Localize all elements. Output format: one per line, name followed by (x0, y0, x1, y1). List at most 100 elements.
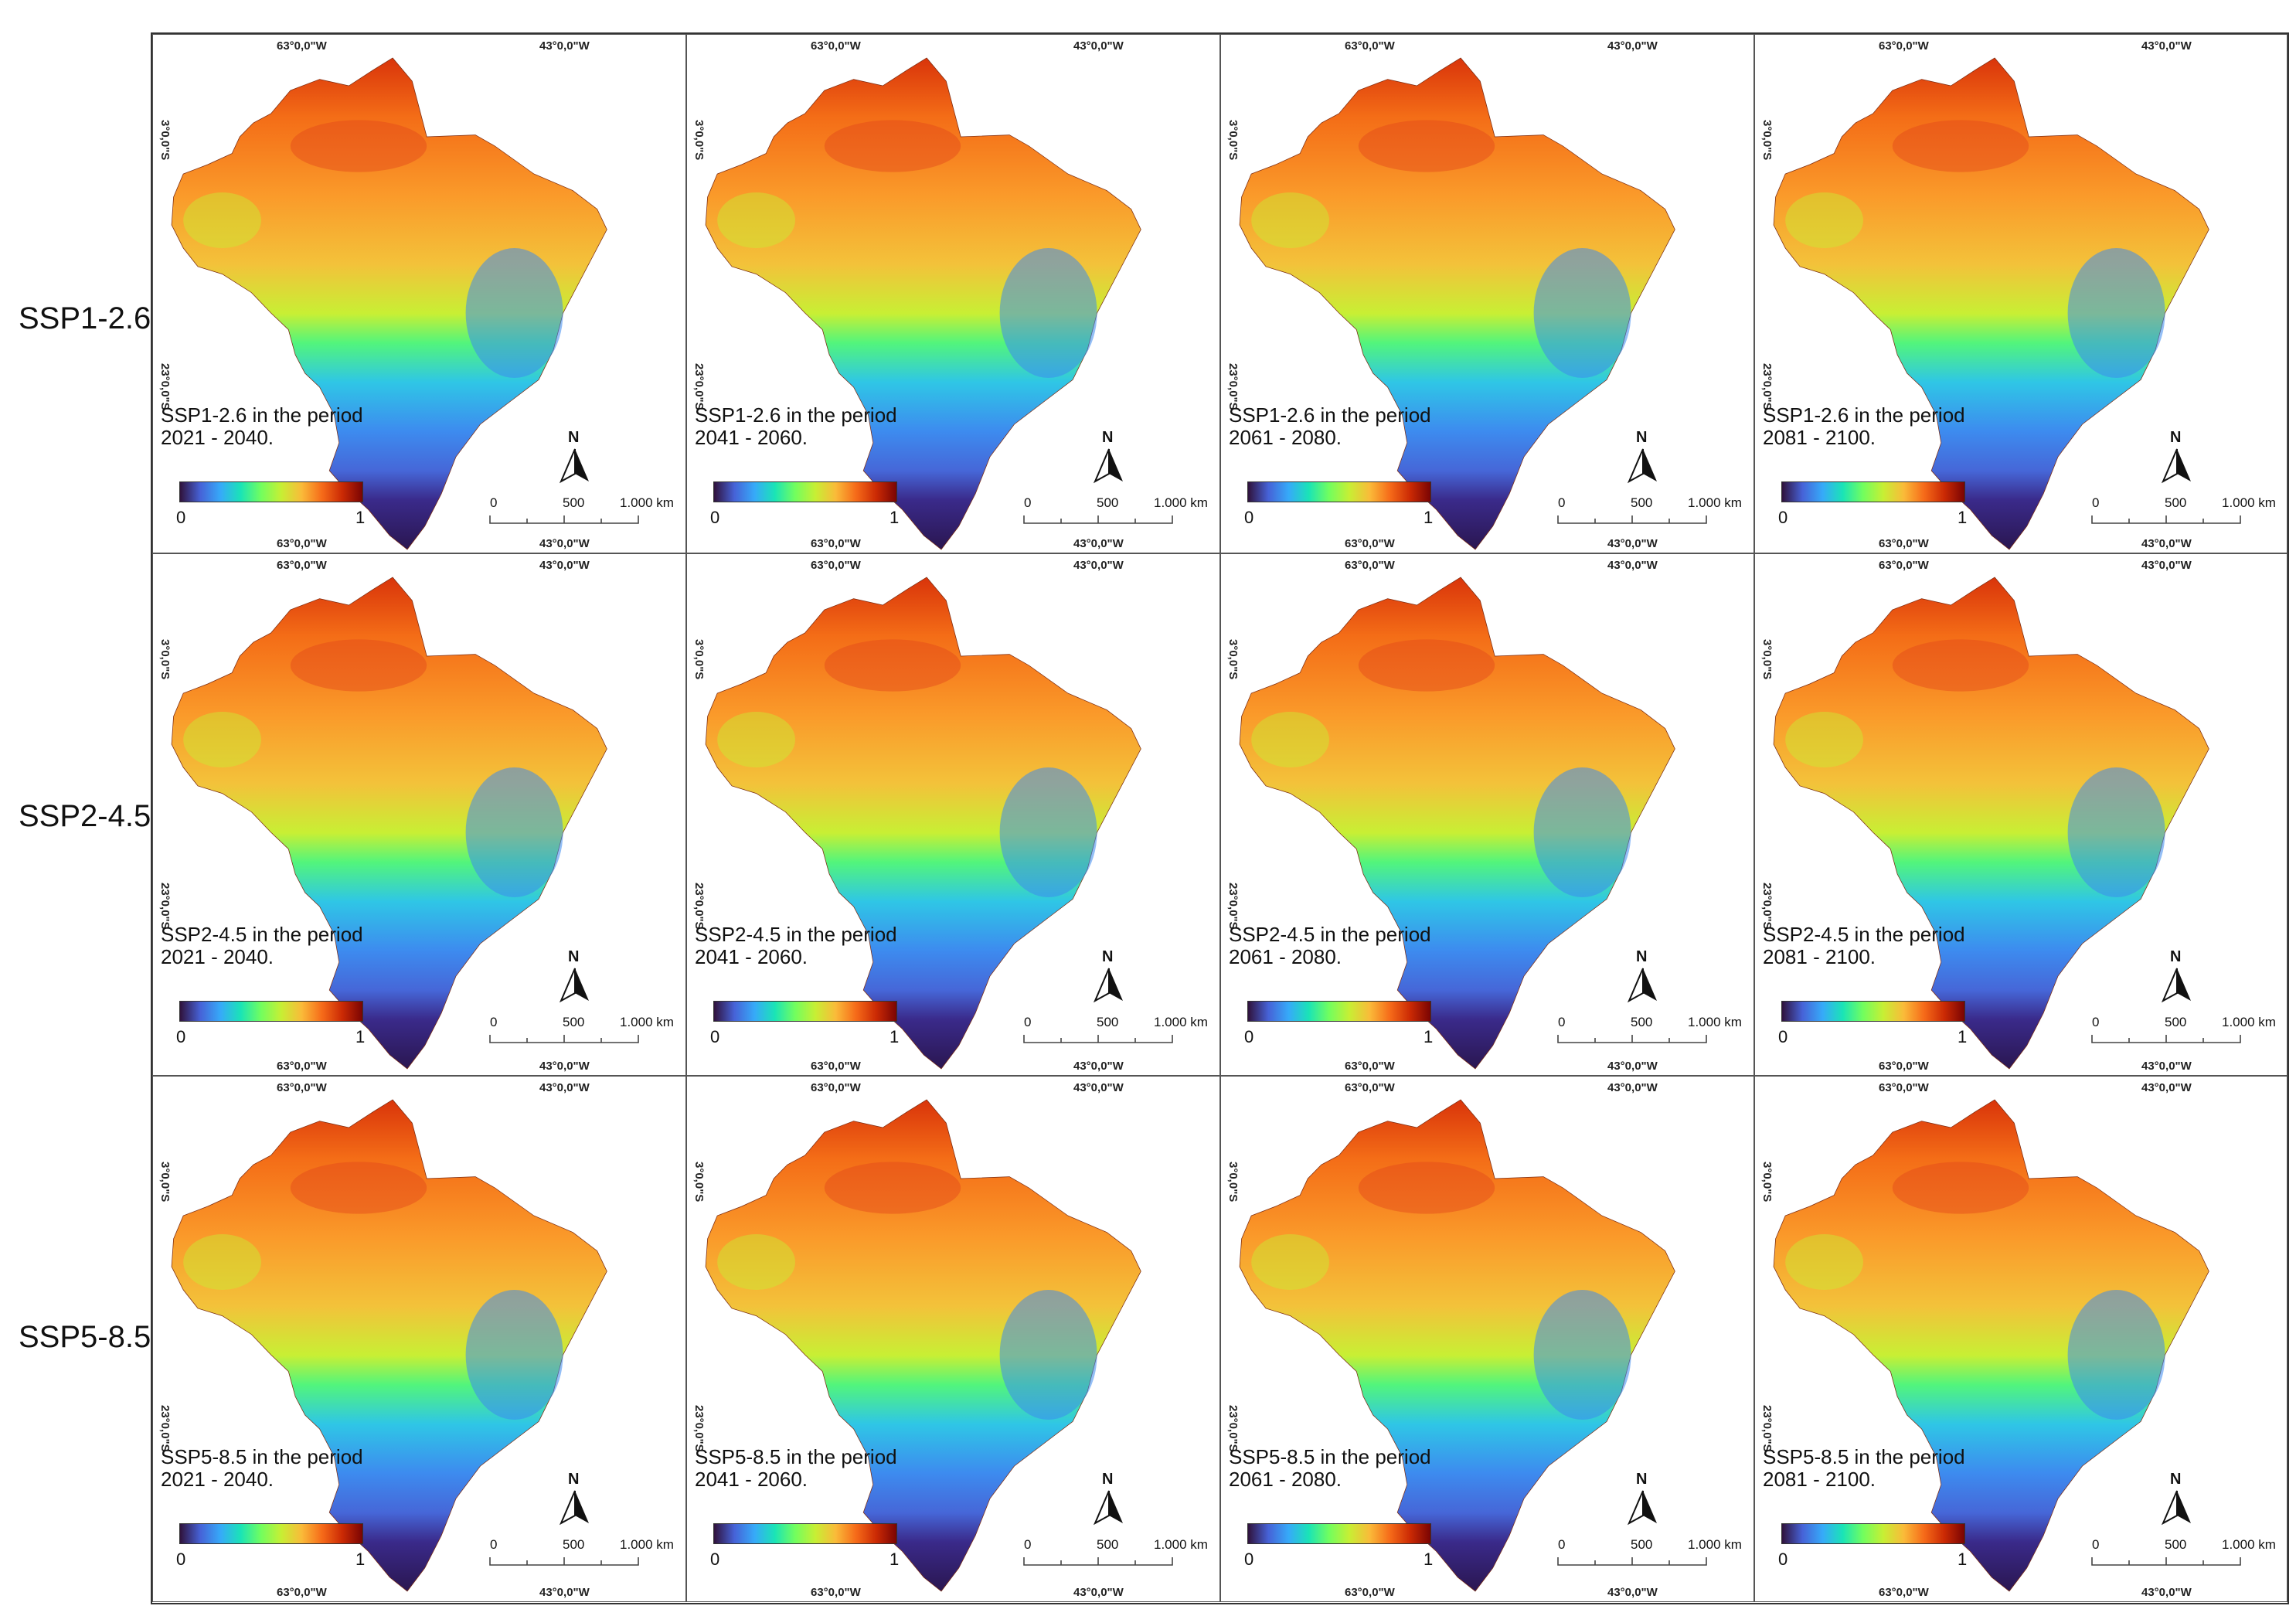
north-arrow-icon (1627, 448, 1657, 484)
colorbar (713, 1001, 897, 1022)
map-panel: 63°0,0"W 43°0,0"W 63°0,0"W 43°0,0"W 3°0,0"S 2… (686, 1076, 1220, 1602)
country-shape (1773, 577, 2209, 1070)
country-shape (171, 57, 607, 550)
brazil-map (171, 1099, 607, 1592)
scale-label-zero: 0 (2092, 1015, 2100, 1029)
colorbar-max-label: 1 (355, 1027, 366, 1046)
scale-label-1000: 1.000 km (1688, 1015, 1742, 1029)
scale-label-500: 500 (1631, 1537, 1653, 1552)
scale-label-1000: 1.000 km (620, 495, 674, 510)
brazil-map (171, 577, 607, 1070)
scale-label-500: 500 (2165, 1537, 2187, 1552)
brazil-map (1773, 1099, 2209, 1592)
lon-label-east-bottom: 43°0,0"W (539, 537, 590, 550)
north-arrow-icon (559, 968, 589, 1003)
north-label: N (1102, 429, 1114, 446)
caption-line-2: 2041 - 2060. (695, 1468, 808, 1491)
colorbar (1247, 481, 1431, 502)
caption-line-1: SSP5-8.5 in the period (695, 1445, 897, 1468)
colorbar-min-label: 0 (710, 508, 720, 527)
lon-label-east-top: 43°0,0"W (2141, 1081, 2192, 1094)
lon-label-east-bottom: 43°0,0"W (1607, 1586, 1658, 1599)
lat-label-north: 3°0,0"S (158, 120, 172, 161)
lat-label-north: 3°0,0"S (1226, 1162, 1240, 1203)
country-shape (171, 577, 607, 1070)
colorbar-min-label: 0 (1778, 1550, 1788, 1569)
caption-line-1: SSP5-8.5 in the period (161, 1445, 363, 1468)
country-shape (1239, 1099, 1675, 1592)
scale-label-1000: 1.000 km (2222, 1537, 2276, 1552)
lon-label-west-top: 63°0,0"W (277, 1081, 327, 1094)
brazil-map (1239, 57, 1675, 550)
colorbar-min-label: 0 (176, 508, 186, 527)
colorbar (179, 1001, 363, 1022)
scale-label-1000: 1.000 km (1688, 495, 1742, 510)
map-panel: 63°0,0"W 43°0,0"W 63°0,0"W 43°0,0"W 3°0,0"S 2… (152, 34, 686, 553)
lon-label-west-bottom: 63°0,0"W (811, 537, 861, 550)
scale-bar (1023, 1035, 1173, 1043)
scale-bar (1557, 515, 1707, 524)
panel-caption: SSP2-4.5 in the period 2061 - 2080. (1229, 924, 1431, 968)
colorbar (1781, 481, 1965, 502)
scale-label-zero: 0 (2092, 495, 2100, 510)
scale-label-500: 500 (2165, 1015, 2187, 1029)
lat-label-north: 3°0,0"S (158, 639, 172, 680)
lon-label-west-top: 63°0,0"W (811, 559, 861, 572)
caption-line-1: SSP5-8.5 in the period (1229, 1445, 1431, 1468)
scale-label-500: 500 (563, 495, 585, 510)
lon-label-west-bottom: 63°0,0"W (811, 1060, 861, 1073)
country-shape (1773, 1099, 2209, 1592)
scale-label-zero: 0 (490, 1537, 498, 1552)
scale-label-500: 500 (563, 1537, 585, 1552)
country-shape (705, 57, 1141, 550)
lon-label-east-bottom: 43°0,0"W (1607, 1060, 1658, 1073)
caption-line-2: 2021 - 2040. (161, 1468, 274, 1491)
colorbar-max-label: 1 (355, 508, 366, 527)
lon-label-east-top: 43°0,0"W (1073, 1081, 1124, 1094)
caption-line-1: SSP2-4.5 in the period (161, 923, 363, 946)
caption-line-2: 2041 - 2060. (695, 426, 808, 449)
panel-caption: SSP5-8.5 in the period 2081 - 2100. (1763, 1446, 1965, 1491)
map-panel: 63°0,0"W 43°0,0"W 63°0,0"W 43°0,0"W 3°0,0"S 2… (686, 553, 1220, 1076)
scale-label-zero: 0 (1558, 1537, 1566, 1552)
scale-label-500: 500 (1097, 1015, 1119, 1029)
colorbar-min-label: 0 (176, 1550, 186, 1569)
scale-label-1000: 1.000 km (2222, 495, 2276, 510)
lon-label-east-top: 43°0,0"W (1073, 559, 1124, 572)
lon-label-west-top: 63°0,0"W (1345, 559, 1395, 572)
brazil-map (705, 1099, 1141, 1592)
caption-line-2: 2061 - 2080. (1229, 426, 1342, 449)
country-shape (705, 577, 1141, 1070)
country-shape (705, 1099, 1141, 1592)
scale-label-zero: 0 (490, 1015, 498, 1029)
brazil-map (1773, 57, 2209, 550)
colorbar (1781, 1001, 1965, 1022)
scale-label-500: 500 (1631, 1015, 1653, 1029)
panel-caption: SSP5-8.5 in the period 2061 - 2080. (1229, 1446, 1431, 1491)
lon-label-west-bottom: 63°0,0"W (277, 1586, 327, 1599)
map-grid: 63°0,0"W 43°0,0"W 63°0,0"W 43°0,0"W 3°0,0"S 2… (151, 32, 2289, 1604)
scale-bar (489, 1035, 639, 1043)
colorbar-max-label: 1 (889, 1027, 900, 1046)
lat-label-north: 3°0,0"S (1226, 639, 1240, 680)
north-arrow-icon (2161, 448, 2191, 484)
panel-caption: SSP1-2.6 in the period 2081 - 2100. (1763, 404, 1965, 449)
north-label: N (2170, 429, 2182, 446)
lon-label-east-top: 43°0,0"W (1073, 39, 1124, 53)
map-panel: 63°0,0"W 43°0,0"W 63°0,0"W 43°0,0"W 3°0,0"S 2… (1220, 34, 1754, 553)
lon-label-east-bottom: 43°0,0"W (539, 1586, 590, 1599)
scale-bar (2091, 515, 2241, 524)
colorbar-max-label: 1 (1424, 1027, 1434, 1046)
scale-label-zero: 0 (1024, 1537, 1032, 1552)
colorbar-min-label: 0 (1244, 508, 1254, 527)
north-label: N (2170, 948, 2182, 965)
scale-bar (489, 515, 639, 524)
country-shape (171, 1099, 607, 1592)
lon-label-east-bottom: 43°0,0"W (539, 1060, 590, 1073)
caption-line-2: 2021 - 2040. (161, 945, 274, 968)
lon-label-west-bottom: 63°0,0"W (811, 1586, 861, 1599)
colorbar-max-label: 1 (1958, 508, 1968, 527)
lon-label-east-bottom: 43°0,0"W (1073, 1586, 1124, 1599)
lon-label-west-bottom: 63°0,0"W (1879, 1060, 1929, 1073)
colorbar-min-label: 0 (176, 1027, 186, 1046)
